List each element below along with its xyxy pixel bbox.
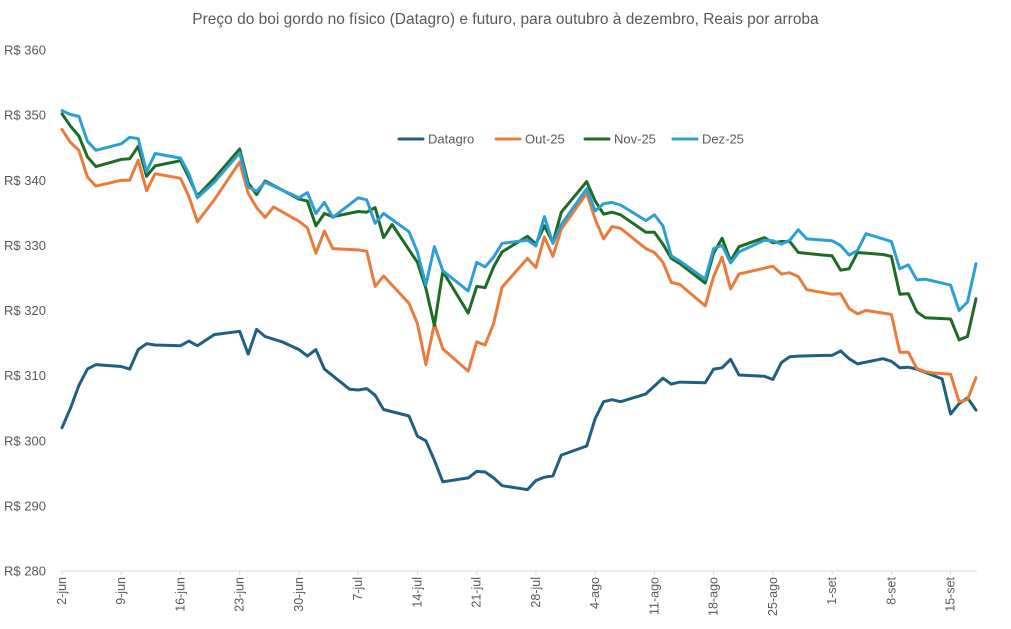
series-line-nov-25 [60,112,978,342]
y-tick-label: R$ 340 [4,173,46,188]
y-tick-label: R$ 290 [4,498,46,513]
y-tick-label: R$ 310 [4,368,46,383]
series-line-out-25 [60,128,978,404]
x-tick-label: 15-set [944,576,958,611]
x-tick-label: 25-ago [766,577,780,616]
x-tick-label: 7-jul [351,577,365,601]
x-tick-label: 8-set [884,576,898,604]
legend-label: Dez-25 [702,132,744,147]
legend-label: Datagro [428,132,474,147]
x-tick-label: 14-jul [410,577,424,608]
chart-title: Preço do boi gordo no físico (Datagro) e… [192,11,819,28]
x-tick-label: 2-jun [55,577,69,605]
y-tick-label: R$ 320 [4,303,46,318]
legend: Datagro Out-25 Nov-25 Dez-25 [397,132,744,147]
y-tick-label: R$ 330 [4,238,46,253]
y-axis-ticks: R$ 280 R$ 290 R$ 300 R$ 310 R$ 320 R$ 330 R$ 3… [4,43,46,579]
y-tick-label: R$ 350 [4,108,46,123]
x-tick-label: 30-jun [292,577,306,612]
y-tick-label: R$ 280 [4,564,46,579]
x-tick-label: 16-jun [173,577,187,612]
x-tick-label: 21-jul [470,577,484,608]
x-tick-label: 23-jun [233,577,247,612]
series-line-datagro [60,327,978,492]
x-tick-label: 18-ago [707,577,721,616]
x-tick-label: 9-jun [114,577,128,605]
x-tick-label: 11-ago [647,577,661,615]
y-tick-label: R$ 300 [4,433,46,448]
x-tick-label: 4-ago [588,577,602,609]
x-tick-label: 28-jul [529,577,543,608]
x-tick-label: 1-set [825,576,839,604]
x-axis-ticks: 2-jun 9-jun 16-jun 23-jun 30-jun 7-jul 14-jul 2… [55,571,958,616]
legend-label: Out-25 [525,132,565,147]
legend-label: Nov-25 [614,132,656,147]
series-lines [60,109,978,492]
y-tick-label: R$ 360 [4,43,46,58]
series-line-dez-25 [60,109,978,312]
